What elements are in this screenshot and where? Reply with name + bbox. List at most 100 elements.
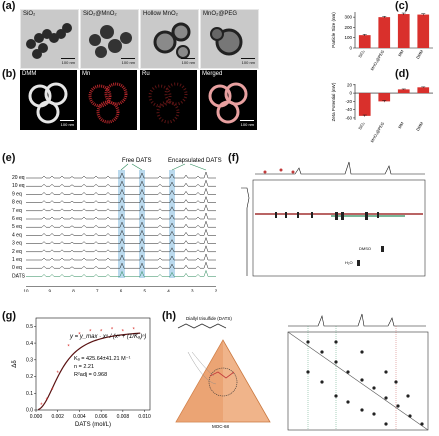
bar (417, 87, 430, 94)
tem-particles-sio2 (26, 23, 72, 59)
y-tick-label: 0.1 (26, 391, 33, 397)
dats-molecule-label: Diallyl trisulfide (DATS) (186, 316, 232, 321)
noesy-crosspeak (334, 340, 338, 344)
zeta-potential-chart: -60 -40 -20 0 20 Zeta Potential (mV) SiO₂ MnO₂@… (331, 82, 433, 143)
panel-b-letter: (b) (2, 68, 17, 80)
scale-bar: 100 nm (181, 57, 195, 65)
data-point: * (78, 333, 81, 339)
data-point: * (111, 328, 114, 334)
panel-c-letter: (c) (395, 0, 409, 12)
nmr-trace (26, 195, 216, 203)
noesy-crosspeak (384, 396, 388, 400)
bar (397, 14, 410, 48)
x-tick-label: 0.002 (51, 414, 64, 420)
tem-label: Hollow MnO₂ (143, 11, 179, 17)
trace-label: 8 eq (12, 200, 22, 206)
eds-rings-ru (148, 82, 188, 124)
highlight-free-dats-2 (139, 170, 145, 278)
dats-molecule (177, 323, 227, 329)
nmr-trace (26, 245, 216, 253)
panel-d-letter: (d) (395, 68, 410, 80)
noesy-crosspeak (396, 404, 400, 408)
y-axis-label: Zeta Potential (mV) (331, 82, 336, 121)
tem-particles-sio2-mno2 (89, 25, 132, 58)
y-tick-label: -60 (345, 115, 352, 120)
trace-label: 5 eq (12, 224, 22, 230)
scale-bar: 100 nm (121, 57, 135, 65)
category-label: SiO₂ (357, 121, 366, 131)
category-label: MnO₂@PEG (369, 49, 385, 71)
trace-label: 10 eq (12, 183, 25, 189)
nmr-trace (26, 253, 216, 261)
category-label: DMM (415, 49, 424, 60)
bar (378, 93, 391, 102)
tem-label: SiO₂ (23, 11, 36, 17)
x-tick-label: 0.006 (95, 414, 108, 420)
nmr-trace (26, 179, 216, 187)
eds-image-merged: Merged 100 nm (200, 70, 257, 130)
tem-image-mno2-peg: MnO₂@PEG 100 nm (200, 9, 259, 69)
eds-label: Ru (142, 71, 150, 77)
y-tick-label: -40 (345, 107, 352, 112)
host-guest-cartoon: Diallyl trisulfide (DATS) MOC-68 (175, 316, 271, 429)
noesy-crosspeak (306, 340, 310, 344)
y-tick-label: 100 (344, 35, 352, 40)
data-point: * (57, 371, 60, 377)
bar (378, 17, 391, 48)
nmr-trace (26, 269, 216, 277)
panel-e-letter: (e) (2, 152, 16, 164)
fit-ka: Kₐ = 425.64±41.21 M⁻¹ (74, 356, 131, 362)
nmr-trace (26, 236, 216, 244)
tem-label: SiO₂@MnO₂ (83, 11, 117, 17)
x-tick-label: 0.000 (30, 414, 43, 420)
category-label: MM (397, 121, 405, 129)
eds-label: Merged (202, 71, 223, 77)
panel-f-letter: (f) (228, 152, 239, 164)
water-peak (357, 260, 360, 266)
y-tick-label: 0 (349, 91, 352, 96)
y-tick-label: -20 (345, 99, 352, 104)
y-tick-label: 0.3 (26, 358, 33, 364)
noesy-crosspeak (420, 422, 424, 426)
trace-label: 7 eq (12, 208, 22, 214)
nmr-x-tick-label: 5 (143, 289, 146, 292)
noesy-crosspeak (320, 380, 324, 384)
eds-rings-merged (208, 82, 248, 124)
scale-bar: 100 nm (61, 57, 75, 65)
plot-frame (35, 317, 151, 411)
water-label: H₂O (345, 260, 353, 265)
category-label: MM (397, 49, 405, 57)
x-tick-label: 0.008 (117, 414, 130, 420)
x-axis-label: DATS (mol/L) (75, 422, 111, 428)
particle-size-chart: 0 100 200 300 Particle Size (nm) SiO₂ MnO₂@PEG… (331, 12, 433, 71)
noesy-crosspeak (346, 370, 350, 374)
nmr-trace (26, 212, 216, 220)
noesy-crosspeak (360, 408, 364, 412)
noesy-crosspeak (384, 370, 388, 374)
dosy-side-projection (241, 187, 250, 276)
nmr-x-tick-label: 10 (23, 289, 29, 292)
tem-image-sio2-mno2: SiO₂@MnO₂ 100 nm (80, 9, 139, 69)
noesy-crosspeak (406, 394, 410, 398)
tem-image-sio2: SiO₂ 100 nm (20, 9, 79, 69)
fit-equation: y = y_max · xⁿ / (xⁿ + (1/Kₐ)ⁿ) (69, 334, 146, 340)
trace-label: 1 eq (12, 257, 22, 263)
trace-label: DATS (12, 273, 26, 279)
y-tick-label: 0.2 (26, 374, 33, 380)
bar (397, 89, 410, 94)
trace-label: 20 eq (12, 175, 25, 181)
noesy-diagonal (287, 331, 429, 431)
eds-rings-mn (88, 82, 128, 124)
dosy-spectrum: DMSO H₂O (241, 161, 426, 277)
y-tick-label: 200 (344, 25, 352, 30)
data-point: * (67, 344, 70, 350)
dmso-label: DMSO (359, 246, 371, 251)
bar (358, 93, 371, 116)
noesy-crosspeak (306, 370, 310, 374)
trace-label: 3 eq (12, 241, 22, 247)
y-axis-label: Δδ (12, 360, 18, 368)
noesy-crosspeak (320, 350, 324, 354)
eds-rings-dmm (28, 82, 68, 124)
trace-label: 9 eq (12, 191, 22, 197)
